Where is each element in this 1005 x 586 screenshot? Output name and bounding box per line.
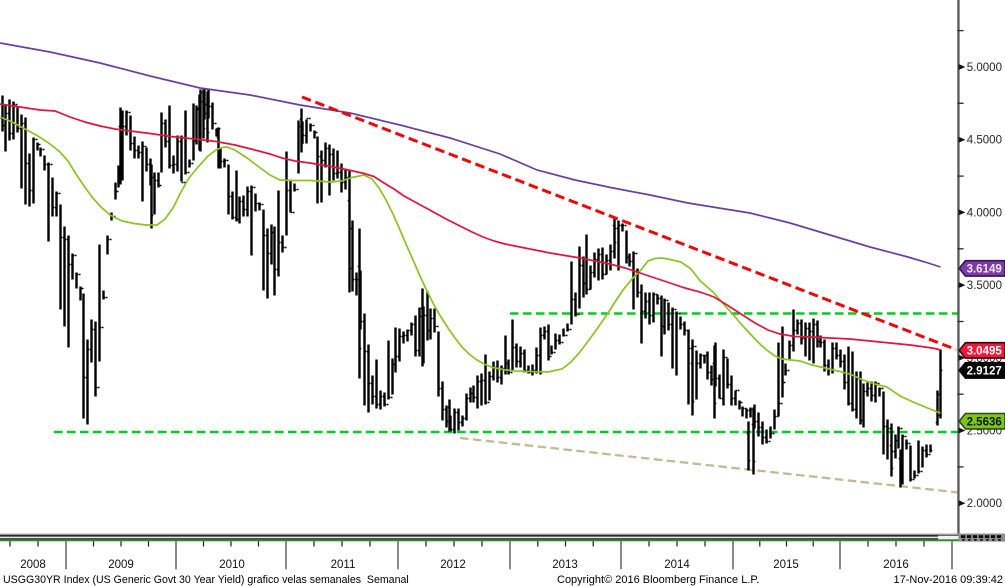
svg-text:2008: 2008 [20, 559, 46, 571]
svg-text:3.5000: 3.5000 [967, 280, 1002, 292]
svg-text:2010: 2010 [219, 559, 245, 571]
svg-text:2.9127: 2.9127 [967, 366, 1002, 378]
svg-text:4.0000: 4.0000 [967, 207, 1002, 219]
svg-text:2016: 2016 [883, 559, 909, 571]
svg-text:2015: 2015 [773, 559, 799, 571]
svg-text:17-Nov-2016 09:39:42: 17-Nov-2016 09:39:42 [894, 574, 1003, 586]
svg-text:3.6149: 3.6149 [967, 264, 1002, 276]
svg-text:Copyright© 2016 Bloomberg Fina: Copyright© 2016 Bloomberg Finance L.P. [557, 574, 759, 586]
svg-text:5.0000: 5.0000 [967, 62, 1002, 74]
svg-text:USGG30YR Index (US Generic Gov: USGG30YR Index (US Generic Govt 30 Year … [3, 574, 409, 586]
svg-text:2.0000: 2.0000 [967, 498, 1002, 510]
svg-text:2011: 2011 [331, 559, 356, 571]
svg-text:2009: 2009 [108, 559, 134, 571]
svg-text:2013: 2013 [552, 559, 578, 571]
svg-text:2014: 2014 [664, 559, 690, 571]
svg-text:3.0495: 3.0495 [967, 346, 1003, 358]
svg-text:4.5000: 4.5000 [967, 135, 1002, 147]
svg-text:2.5636: 2.5636 [967, 416, 1002, 428]
svg-text:2012: 2012 [440, 559, 466, 571]
